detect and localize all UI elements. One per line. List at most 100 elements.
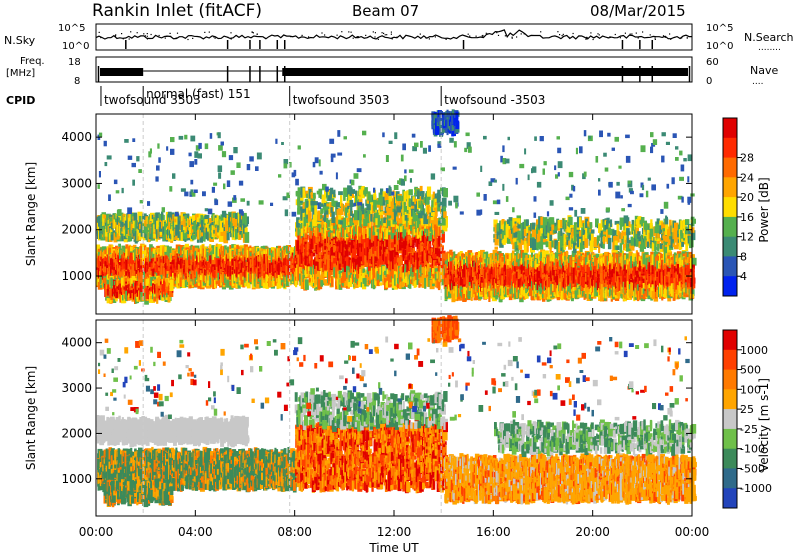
echo-cell: [165, 258, 168, 263]
echo-cell: [179, 253, 183, 263]
echo-cell: [135, 262, 139, 268]
echo-cell: [343, 272, 347, 279]
echo-cell: [239, 246, 243, 256]
echo-cell: [233, 252, 237, 260]
echo-cell: [132, 263, 135, 269]
echo-cell: [108, 266, 111, 278]
noise-dot: [511, 37, 513, 39]
noise-dot: [504, 35, 506, 37]
echo-cell: [186, 257, 190, 269]
noise-panel: N.Sky 10^5 10^0 10^5 10^0 N.Search .....…: [4, 23, 794, 53]
echo-cell: [304, 233, 308, 238]
echo-cell: [231, 274, 235, 286]
noise-dot: [365, 34, 367, 36]
power-data: [96, 109, 697, 314]
noise-dot: [341, 31, 343, 33]
nave-marker: ....: [752, 77, 763, 87]
noise-dot: [176, 32, 179, 34]
nave-tick-bottom: 0: [706, 76, 712, 87]
freq-label-top: Freq.: [20, 56, 45, 67]
echo-cell: [189, 279, 193, 285]
echo-cell: [215, 281, 219, 285]
noise-dot: [213, 36, 215, 38]
noise-dot: [187, 38, 189, 41]
noise-dot: [624, 32, 626, 34]
noise-dot: [356, 36, 358, 38]
echo-cell: [179, 269, 182, 275]
freq-tick-bottom: 8: [74, 76, 80, 87]
noise-left-label: N.Sky: [4, 34, 36, 47]
noise-dot: [170, 35, 172, 37]
noise-dot: [374, 36, 376, 38]
echo-cell: [108, 247, 111, 255]
echo-cell: [128, 272, 131, 279]
echo-cell: [193, 235, 196, 240]
echo-cell: [215, 273, 219, 278]
noise-dot: [662, 35, 665, 37]
noise-dot: [301, 34, 303, 36]
echo-cell: [166, 278, 169, 287]
frequency-band-bar: [100, 68, 688, 76]
noise-dot: [540, 31, 542, 33]
echo-cell: [341, 236, 344, 240]
noise-dot: [485, 32, 487, 34]
echo-cell: [244, 231, 250, 243]
freq-tick-top: 18: [68, 57, 81, 68]
echo-cell: [106, 268, 109, 276]
echo-cell: [183, 275, 186, 280]
noise-dot: [428, 38, 430, 40]
echo-cell: [320, 280, 324, 287]
noise-dot: [227, 36, 229, 38]
noise-dot: [100, 37, 102, 39]
echo-cell: [260, 248, 264, 252]
echo-cell: [172, 272, 176, 285]
noise-dot: [434, 36, 436, 38]
noise-dot: [169, 32, 171, 34]
echo-cell: [111, 264, 115, 271]
echo-cell: [206, 270, 210, 275]
echo-cell: [140, 271, 143, 279]
echo-cell: [149, 271, 152, 275]
echo-cell: [215, 276, 219, 284]
noise-dot: [256, 33, 258, 35]
echo-cell: [222, 259, 226, 268]
cpid-segment-label: twofsound 3503: [104, 93, 201, 107]
echo-cell: [277, 262, 280, 271]
echo-cell: [164, 251, 167, 257]
echo-cell: [104, 249, 108, 255]
echo-cell: [172, 249, 175, 256]
cpid-segment-label: normal (fast) 151: [146, 87, 250, 101]
noise-dot: [98, 31, 100, 33]
noise-dot: [597, 33, 599, 35]
echo-cell: [99, 256, 102, 262]
echo-cell: [240, 276, 245, 285]
echo-cell: [174, 279, 177, 284]
noise-dot: [150, 33, 152, 36]
echo-cell: [104, 266, 107, 275]
noise-dot: [467, 33, 469, 35]
echo-cell: [244, 214, 247, 226]
noise-dot: [562, 35, 564, 37]
echo-cell: [172, 268, 176, 277]
freq-label-units: [MHz]: [6, 68, 35, 79]
nave-label: Nave: [750, 64, 778, 77]
echo-cell: [164, 246, 167, 257]
echo-cell: [162, 214, 165, 221]
echo-cell: [123, 247, 126, 253]
noise-dot: [208, 31, 210, 33]
echo-cell: [119, 266, 122, 278]
noise-dot: [383, 32, 385, 34]
echo-cell: [154, 258, 157, 268]
noise-dot: [308, 36, 310, 38]
noise-dot: [496, 32, 498, 34]
echo-cell: [226, 279, 231, 288]
echo-cell: [140, 268, 143, 272]
noise-dot: [252, 32, 254, 34]
echo-cell: [362, 241, 365, 248]
noise-dot: [381, 32, 383, 34]
echo-cell: [336, 238, 339, 242]
echo-cell: [179, 277, 184, 287]
noise-dot: [122, 38, 124, 40]
noise-dot: [642, 31, 644, 33]
echo-cell: [125, 271, 129, 275]
